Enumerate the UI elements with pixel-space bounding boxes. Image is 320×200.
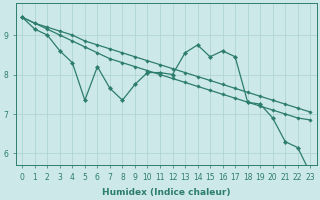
X-axis label: Humidex (Indice chaleur): Humidex (Indice chaleur) (102, 188, 230, 197)
